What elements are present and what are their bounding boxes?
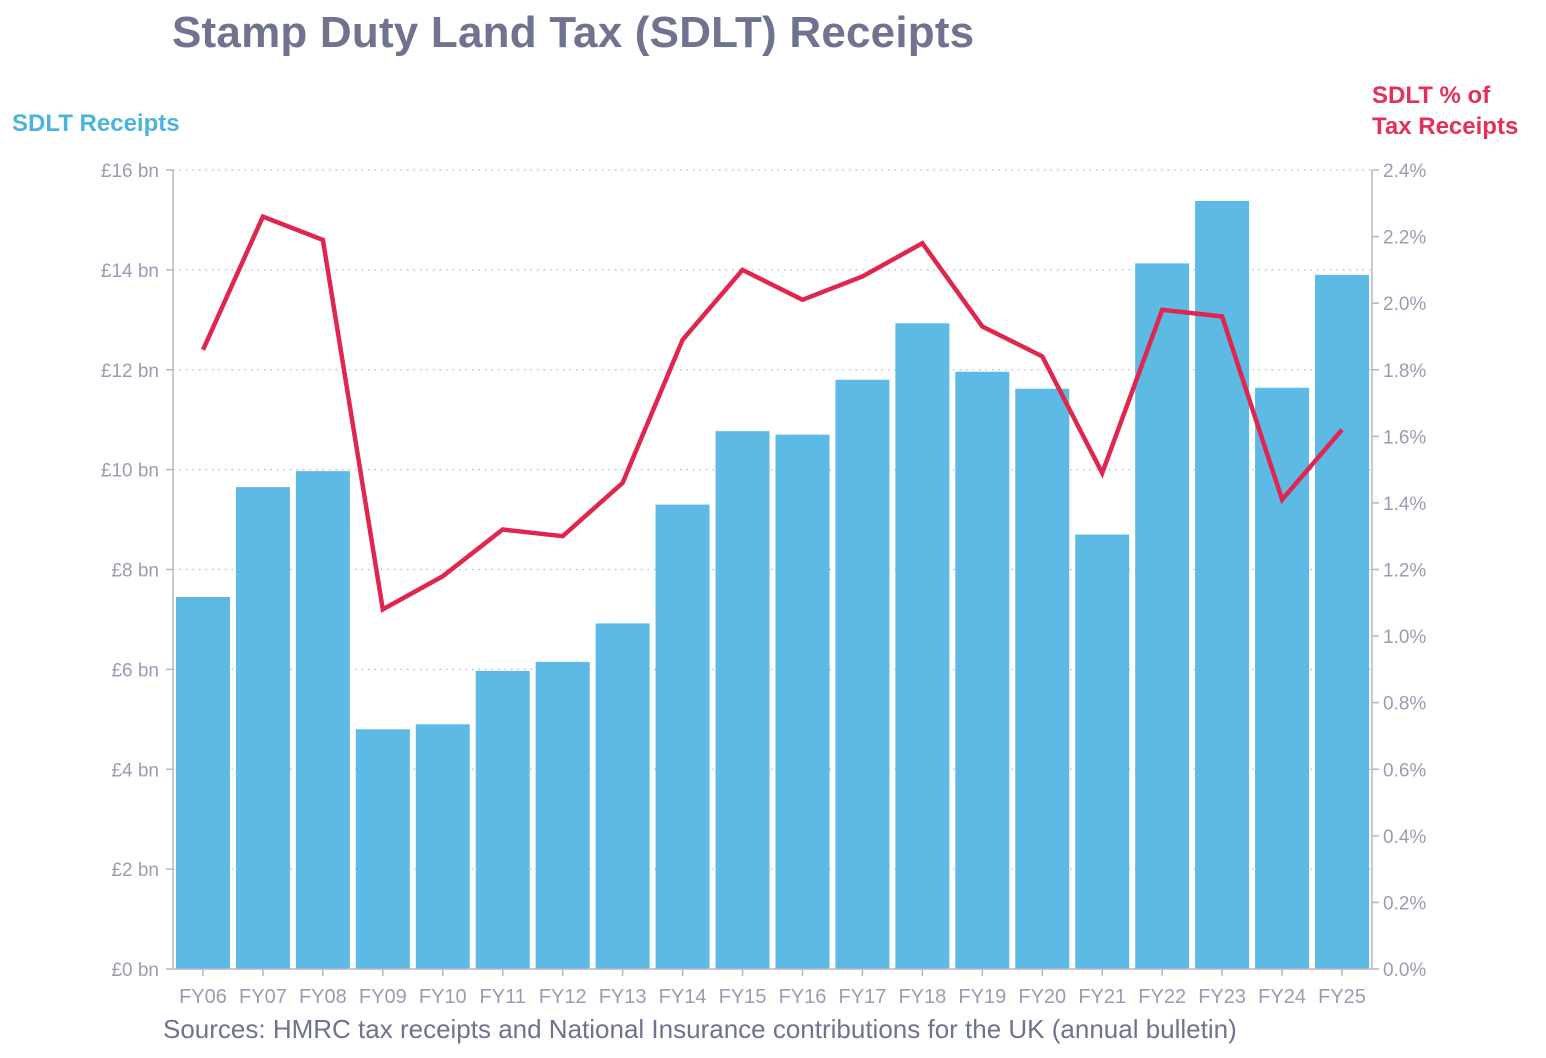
left-tick-label: £12 bn bbox=[101, 361, 159, 382]
x-tick-label: FY14 bbox=[659, 986, 707, 1008]
bar-FY10 bbox=[415, 724, 470, 969]
x-tick-label: FY13 bbox=[599, 986, 647, 1008]
sdlt-chart: £0 bn £2 bn £4 bn £6 bn £8 bn £10 bn £12 bn £14… bbox=[101, 161, 1427, 1008]
bar-FY18 bbox=[895, 323, 950, 970]
bar-FY07 bbox=[235, 487, 290, 969]
bar-series bbox=[175, 200, 1370, 970]
right-tick-label: 1.4% bbox=[1383, 494, 1426, 515]
bar-FY11 bbox=[475, 670, 530, 969]
gridlines bbox=[173, 169, 1372, 870]
right-tick-label: 1.0% bbox=[1383, 627, 1426, 648]
x-tick-label: FY21 bbox=[1078, 986, 1126, 1008]
bar-FY22 bbox=[1135, 263, 1190, 969]
x-tick-label: FY06 bbox=[179, 986, 227, 1008]
bar-FY21 bbox=[1075, 534, 1130, 969]
x-tick-label: FY12 bbox=[539, 986, 587, 1008]
right-tick-label: 1.8% bbox=[1383, 361, 1426, 382]
line-series bbox=[200, 213, 1344, 613]
chart-title: Stamp Duty Land Tax (SDLT) Receipts bbox=[172, 8, 975, 57]
left-tick-label: £0 bn bbox=[111, 960, 159, 981]
right-tick-label: 0.2% bbox=[1383, 893, 1426, 914]
right-tick-label: 0.8% bbox=[1383, 694, 1426, 715]
bar-FY08 bbox=[295, 471, 350, 969]
x-tick-label: FY17 bbox=[839, 986, 887, 1008]
bar-FY19 bbox=[955, 371, 1010, 969]
bar-FY16 bbox=[775, 434, 830, 969]
right-axis-ticks: 0.0% 0.2% 0.4% 0.6% 0.8% 1.0% 1.2% 1.4% 1.6% 1.8%… bbox=[1383, 161, 1426, 981]
x-tick-label: FY23 bbox=[1198, 986, 1246, 1008]
x-tick-label: FY16 bbox=[779, 986, 827, 1008]
axes bbox=[166, 169, 1379, 976]
x-tick-label: FY09 bbox=[359, 986, 407, 1008]
x-tick-label: FY25 bbox=[1318, 986, 1366, 1008]
x-tick-label: FY24 bbox=[1258, 986, 1306, 1008]
x-tick-label: FY19 bbox=[958, 986, 1006, 1008]
bar-FY13 bbox=[595, 623, 650, 969]
left-axis-ticks: £0 bn £2 bn £4 bn £6 bn £8 bn £10 bn £12 bn £14… bbox=[101, 161, 159, 981]
right-tick-label: 2.4% bbox=[1383, 161, 1426, 182]
left-axis-label: SDLT Receipts bbox=[12, 110, 180, 137]
left-tick-label: £2 bn bbox=[111, 860, 159, 881]
bar-FY24 bbox=[1255, 387, 1310, 969]
left-tick-label: £10 bn bbox=[101, 461, 159, 482]
bar-FY09 bbox=[355, 729, 410, 969]
left-tick-label: £4 bn bbox=[111, 760, 159, 781]
bar-FY25 bbox=[1315, 274, 1370, 969]
x-tick-label: FY18 bbox=[898, 986, 946, 1008]
left-tick-label: £16 bn bbox=[101, 161, 159, 182]
bar-FY14 bbox=[655, 504, 710, 969]
left-tick-label: £6 bn bbox=[111, 660, 159, 681]
bar-FY20 bbox=[1015, 388, 1070, 969]
x-tick-label: FY22 bbox=[1138, 986, 1186, 1008]
source-note: Sources: HMRC tax receipts and National … bbox=[163, 1014, 1237, 1044]
bar-FY17 bbox=[835, 379, 890, 969]
bar-FY23 bbox=[1195, 200, 1250, 969]
right-axis-label: SDLT % of Tax Receipts bbox=[1372, 80, 1518, 142]
right-axis-label-line1: SDLT % of bbox=[1372, 82, 1491, 109]
x-tick-label: FY10 bbox=[419, 986, 467, 1008]
right-tick-label: 1.2% bbox=[1383, 561, 1426, 582]
right-tick-label: 2.2% bbox=[1383, 228, 1426, 249]
right-tick-label: 0.0% bbox=[1383, 960, 1426, 981]
sdlt-percent-line bbox=[200, 213, 1344, 613]
bar-FY06 bbox=[175, 596, 230, 969]
bar-FY12 bbox=[535, 661, 590, 969]
right-tick-label: 0.4% bbox=[1383, 827, 1426, 848]
x-tick-label: FY11 bbox=[480, 986, 526, 1008]
x-tick-label: FY08 bbox=[299, 986, 347, 1008]
x-tick-label: FY20 bbox=[1018, 986, 1066, 1008]
right-tick-label: 2.0% bbox=[1383, 294, 1426, 315]
x-tick-label: FY07 bbox=[239, 986, 287, 1008]
x-tick-label: FY15 bbox=[719, 986, 767, 1008]
right-tick-label: 1.6% bbox=[1383, 427, 1426, 448]
x-axis-ticks: FY06 FY07 FY08 FY09 FY10 FY11 FY12 FY13 FY14 FY15… bbox=[179, 986, 1366, 1008]
right-axis-label-line2: Tax Receipts bbox=[1372, 113, 1519, 140]
right-tick-label: 0.6% bbox=[1383, 760, 1426, 781]
left-tick-label: £8 bn bbox=[111, 561, 159, 582]
left-tick-label: £14 bn bbox=[101, 261, 159, 282]
bar-FY15 bbox=[715, 431, 770, 970]
